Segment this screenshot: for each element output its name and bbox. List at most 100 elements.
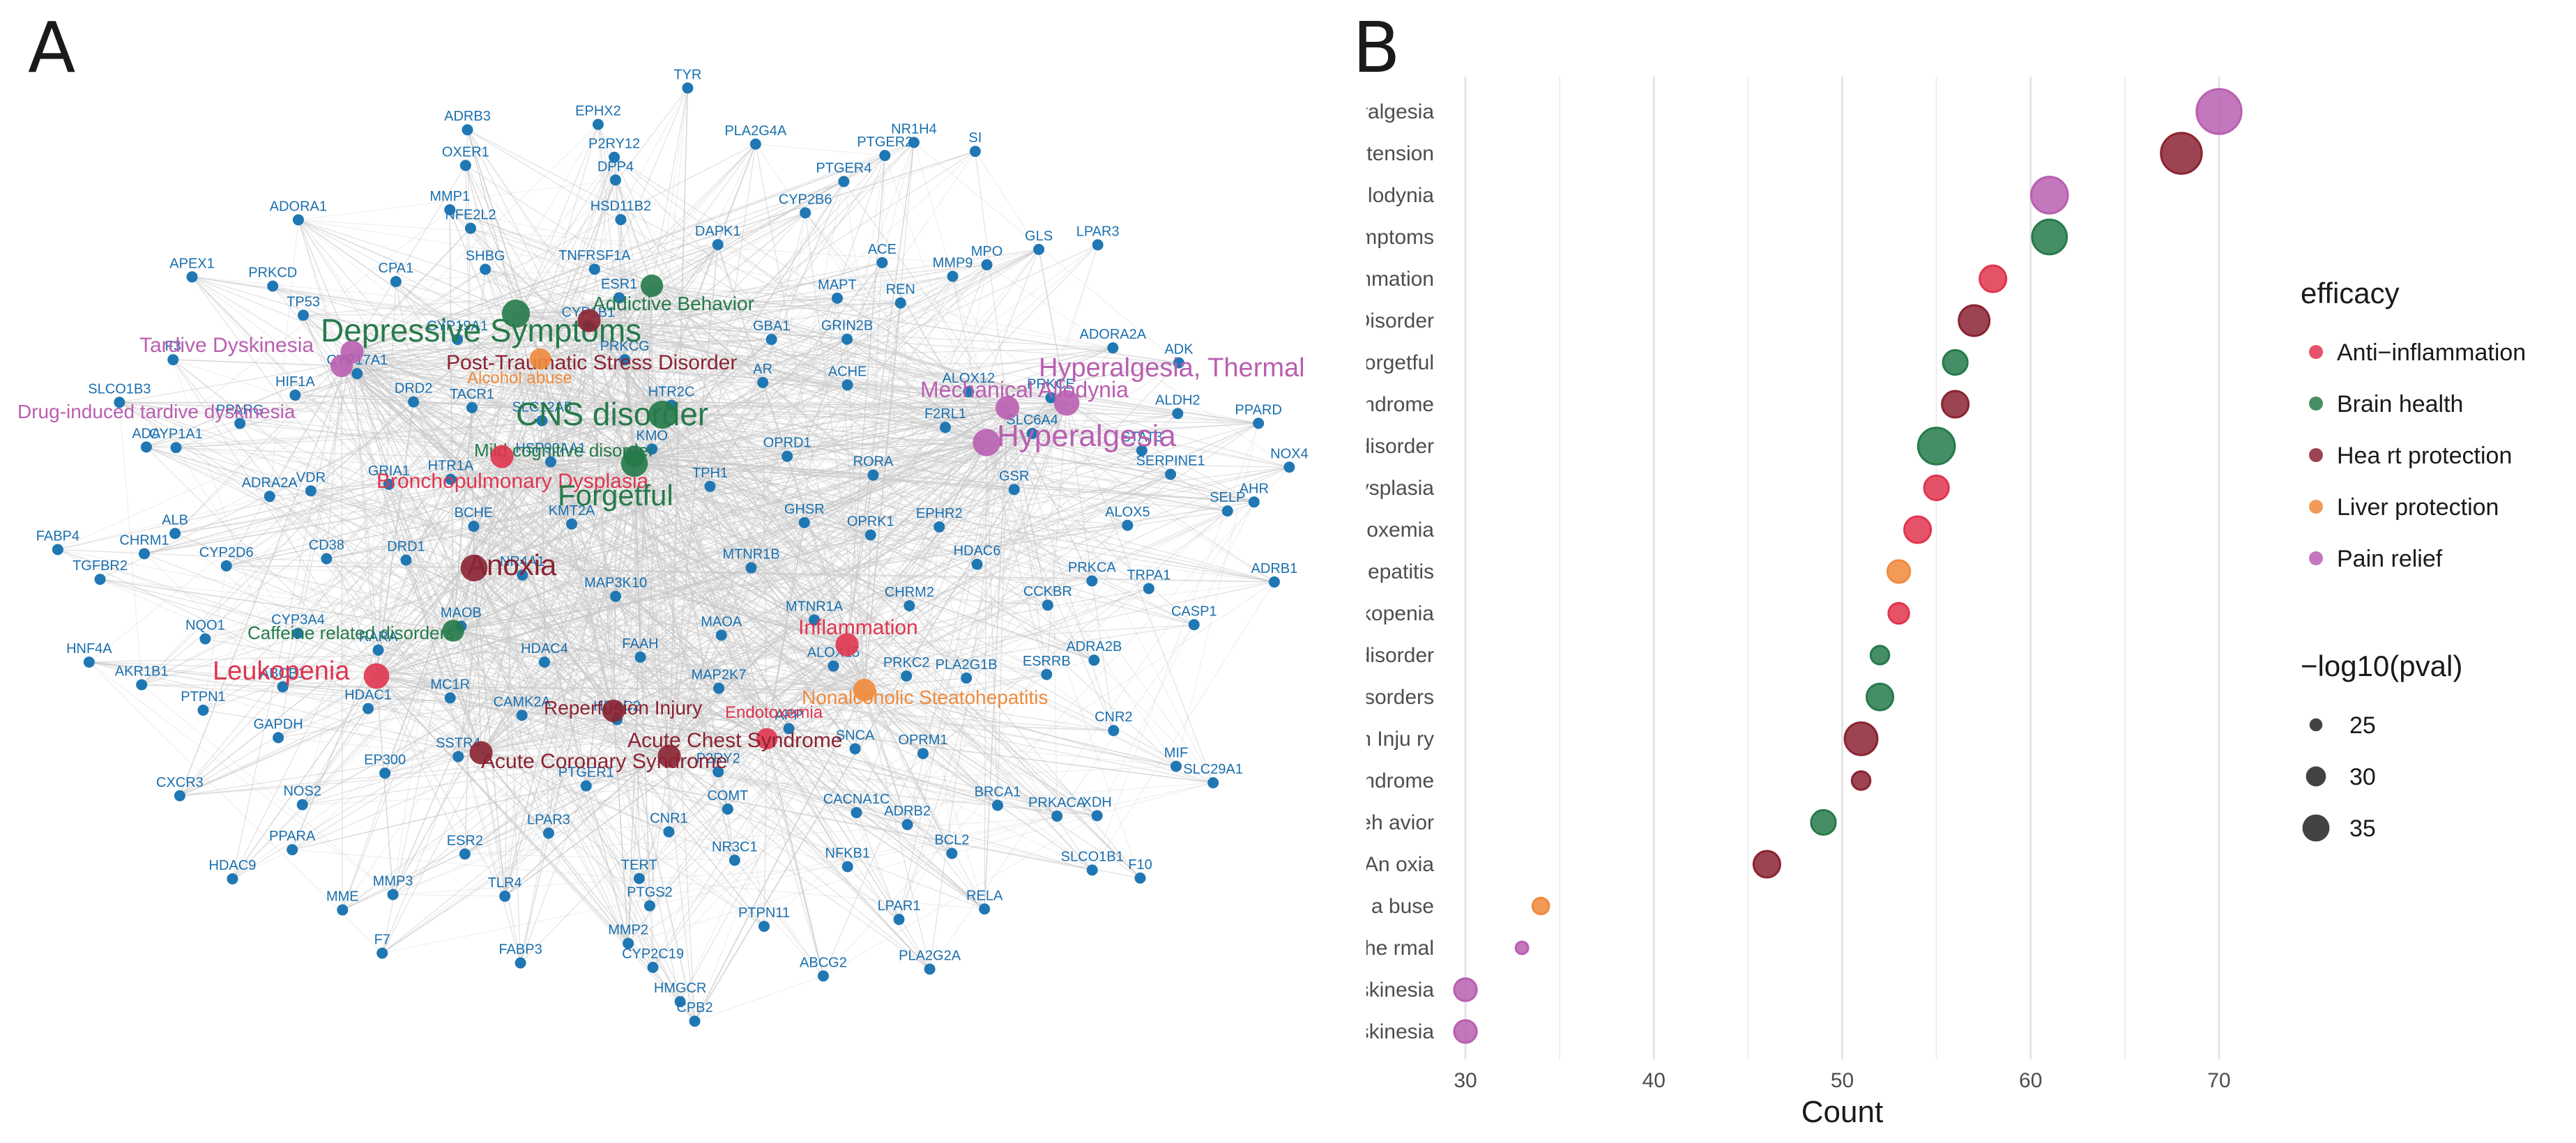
size-legend-marker xyxy=(2306,766,2326,787)
edge xyxy=(119,401,1032,434)
gene-label: NQO1 xyxy=(185,618,225,634)
edge xyxy=(651,448,1058,817)
edge xyxy=(294,394,614,712)
gene-dot xyxy=(468,521,480,532)
edge xyxy=(718,489,1014,689)
edge xyxy=(870,535,985,910)
disease-node-anoxia: Anoxia xyxy=(460,549,557,582)
gene-node-sstr4: SSTR4 xyxy=(436,736,481,762)
edge xyxy=(413,401,635,464)
gene-label: HDAC6 xyxy=(954,544,1001,559)
gene-label: SNCA xyxy=(836,728,875,743)
gene-node-bcl2: BCL2 xyxy=(934,833,969,859)
gene-node-nos2: NOS2 xyxy=(283,784,321,811)
edge xyxy=(376,157,615,677)
gene-label: TPH1 xyxy=(692,466,728,481)
edge xyxy=(393,710,614,895)
gene-dot xyxy=(758,921,770,933)
disease-dot xyxy=(620,450,648,477)
edge xyxy=(727,213,806,809)
gene-node-hdac1: HDAC1 xyxy=(344,688,392,714)
edge xyxy=(649,604,1049,907)
edge xyxy=(501,456,1058,817)
disease-dot xyxy=(529,348,551,370)
edge xyxy=(881,262,967,678)
edge xyxy=(388,484,614,712)
panel-label-b: B xyxy=(1352,7,1401,89)
edge xyxy=(452,155,885,631)
gene-node-dpp4: DPP4 xyxy=(597,159,634,186)
gene-label: MME xyxy=(326,889,359,905)
y-tick-label: Mild cogniti ve disorder xyxy=(1366,644,1434,667)
gene-nodes: MTNR1B MAP3K10 TPH1 MAOA KMT2A GHSR FAAH KMO MTN… xyxy=(36,67,1309,1027)
edge xyxy=(473,391,969,569)
edge xyxy=(406,560,768,739)
edge xyxy=(302,765,1176,806)
y-tick-label: Acute Corona ry Syndrome xyxy=(1366,393,1434,416)
gene-dot xyxy=(831,292,843,304)
gene-label: TLR4 xyxy=(488,875,522,891)
edge xyxy=(671,405,1141,879)
edge xyxy=(540,339,772,360)
disease-label: Anoxia xyxy=(467,549,557,581)
disease-node-tardive-dyskinesia: Tardive Dyskinesia xyxy=(139,334,364,364)
disease-dot xyxy=(640,274,664,298)
point-bronchopulmona-ry-dysplasia xyxy=(1923,474,1950,502)
edge xyxy=(625,359,1228,512)
edge xyxy=(376,675,695,1022)
edge xyxy=(766,397,1051,739)
gene-label: SLCO1B3 xyxy=(88,381,151,397)
edge xyxy=(342,535,871,910)
edge xyxy=(669,525,1128,832)
gene-label: CYP2C19 xyxy=(622,946,684,962)
edge xyxy=(395,281,503,457)
gene-node-hdac4: HDAC4 xyxy=(521,641,568,668)
gene-label: VDR xyxy=(296,470,326,485)
gene-label: PTPN1 xyxy=(181,689,225,705)
edge xyxy=(450,479,1047,675)
gene-node-xdh: XDH xyxy=(1083,795,1112,822)
edge xyxy=(393,269,486,895)
edge xyxy=(376,624,1194,677)
edge xyxy=(473,526,857,813)
gene-node-tert: TERT xyxy=(621,857,657,884)
edge xyxy=(471,407,908,825)
point-reperfusion-inju-ry xyxy=(1843,721,1879,756)
edge xyxy=(146,446,848,645)
edge xyxy=(205,249,1039,640)
gene-node-cpa1: CPA1 xyxy=(379,261,413,288)
edge xyxy=(467,129,987,443)
gene-node-nqo1: NQO1 xyxy=(185,618,225,645)
edge xyxy=(302,738,768,806)
edge xyxy=(762,213,806,383)
disease-node-drug-induced-tardive-dyskinesia: Drug-induced tardive dyskinesia xyxy=(17,354,353,422)
edge xyxy=(480,433,1032,753)
edge xyxy=(501,456,1097,816)
gene-label: BCHE xyxy=(455,505,494,521)
gene-node-snca: SNCA xyxy=(836,728,875,755)
edge xyxy=(144,553,283,687)
gene-label: CYP19A1 xyxy=(427,319,488,334)
gene-node-slco1b1: SLCO1B1 xyxy=(1061,849,1124,876)
edge xyxy=(464,442,987,854)
gene-dot xyxy=(646,443,658,455)
gene-label: TGFBR2 xyxy=(73,558,128,574)
gene-dot xyxy=(292,627,304,639)
disease-dot xyxy=(490,445,514,468)
gene-label: TYR xyxy=(673,67,701,82)
edge xyxy=(856,510,1228,813)
edge xyxy=(174,155,885,534)
edge xyxy=(669,522,805,757)
gene-dot xyxy=(400,554,412,566)
disease-node-hyperalgesia-thermal: Hyperalgesia, Thermal xyxy=(1039,353,1305,416)
edge xyxy=(480,752,728,810)
edge xyxy=(669,510,1228,757)
gene-label: SI xyxy=(968,130,982,146)
edge xyxy=(282,630,454,688)
y-tick-label: Acute Chest Syndrome xyxy=(1366,769,1434,792)
edge xyxy=(881,262,910,606)
gene-label: PPARA xyxy=(269,829,316,844)
gene-node-hmgcr: HMGCR xyxy=(654,981,706,1008)
edge xyxy=(572,474,1171,525)
gene-node-vdr: VDR xyxy=(296,470,326,497)
